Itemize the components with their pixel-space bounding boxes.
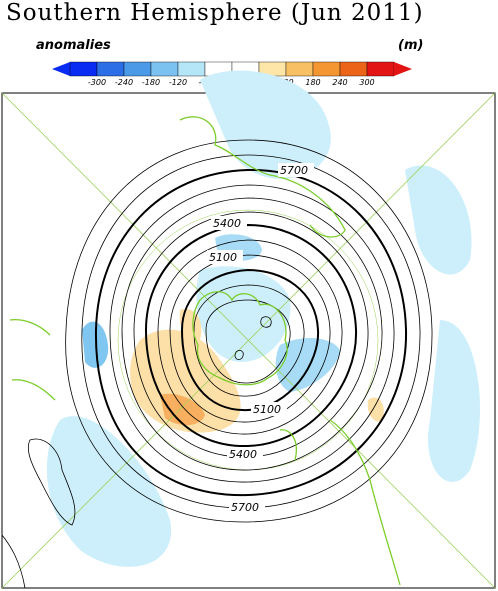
map-panel: 5700 5400 5100 5100 5400 5700: [1, 70, 496, 589]
positive-anomaly-patch: [130, 329, 241, 433]
units-label: (m): [398, 38, 424, 53]
negative-anomaly-core: [82, 321, 109, 368]
contour-label: 5400: [213, 217, 241, 230]
colorbar-tick-label: 240: [332, 78, 347, 87]
colorbar-swatch: [339, 61, 368, 77]
colorbar-tick-label: -240: [115, 78, 133, 87]
contour-label: 5700: [280, 164, 308, 177]
colorbar-tick-label: -180: [142, 78, 160, 87]
coastlines: [9, 116, 401, 586]
colorbar-swatch: [366, 61, 395, 77]
colorbar-swatch: [123, 61, 152, 77]
colorbar-right-arrow: [394, 62, 412, 76]
colorbar-swatch: [312, 61, 341, 77]
contour-labels: 5700 5400 5100 5100 5400 5700: [207, 163, 314, 514]
colorbar-swatch: [96, 61, 125, 77]
contour-label: 5400: [229, 448, 257, 461]
negative-anomaly-patch: [200, 70, 331, 179]
negative-anomaly-core: [275, 338, 340, 392]
map-title: Southern Hemisphere (Jun 2011): [6, 0, 424, 26]
height-contours: [65, 139, 433, 523]
colorbar-tick-label: 180: [305, 78, 320, 87]
positive-anomaly-patch: [367, 397, 384, 422]
colorbar-left-arrow: [52, 62, 70, 76]
colorbar-swatch: [285, 61, 314, 77]
colorbar-tick-label: -120: [169, 78, 187, 87]
colorbar-tick-label: 300: [359, 78, 374, 87]
contour-label: 5100: [253, 403, 281, 416]
colorbar-swatch: [177, 61, 206, 77]
contour-label: 5700: [231, 501, 259, 514]
anomalies-label: anomalies: [36, 38, 111, 53]
colorbar-tick-label: -300: [88, 78, 106, 87]
negative-anomaly-patch: [196, 266, 291, 362]
colorbar-swatch: [69, 61, 98, 77]
colorbar-swatch: [150, 61, 179, 77]
negative-anomaly-patch: [428, 320, 480, 482]
contour-label: 5100: [209, 251, 237, 264]
negative-anomaly-patch: [46, 416, 172, 567]
landmass-outlines: [1, 438, 76, 589]
anomaly-shading: [46, 70, 480, 567]
negative-anomaly-patch: [405, 165, 472, 275]
